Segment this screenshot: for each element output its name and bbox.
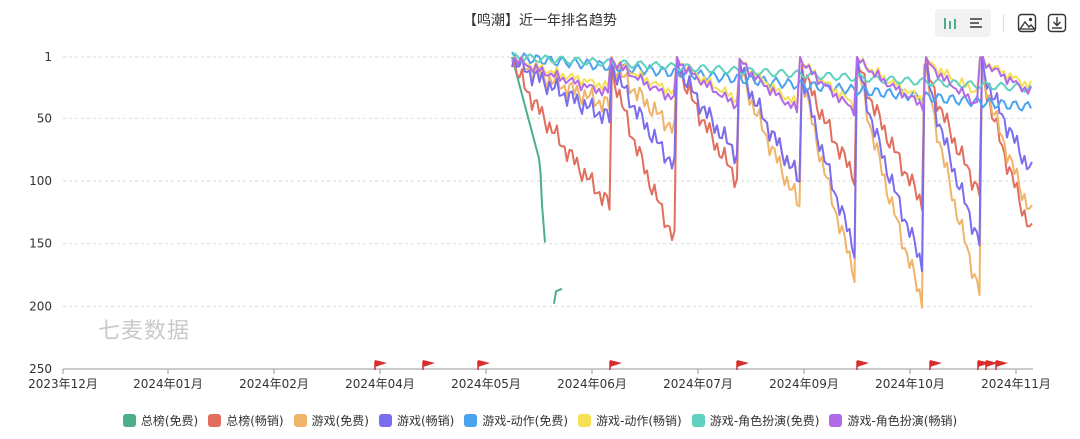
series-lines	[511, 51, 1033, 309]
watermark: 七麦数据	[98, 319, 191, 344]
y-tick-label: 150	[29, 237, 52, 251]
legend-item[interactable]: 游戏-角色扮演(免费)	[691, 412, 820, 429]
download-icon[interactable]	[1046, 12, 1068, 34]
grid-lines	[63, 56, 1033, 307]
legend-item[interactable]: 游戏-动作(免费)	[464, 412, 568, 429]
y-tick-label: 1	[44, 50, 52, 64]
event-markers	[374, 360, 1008, 370]
y-tick-label: 250	[29, 362, 52, 376]
event-flag-icon[interactable]	[477, 360, 490, 370]
legend-item[interactable]: 总榜(免费)	[122, 412, 199, 429]
x-tick-label: 2024年11月	[981, 377, 1051, 391]
series-line	[511, 56, 1033, 309]
x-tick-label: 2024年04月	[345, 377, 415, 391]
series-line	[511, 56, 1033, 273]
x-tick-label: 2024年09月	[769, 377, 839, 391]
legend-label: 游戏-动作(免费)	[482, 414, 569, 428]
legend-swatch	[578, 414, 592, 427]
chart-toolbar	[935, 9, 1068, 37]
x-tick-label: 2024年01月	[133, 377, 203, 391]
y-tick-label: 50	[37, 111, 52, 125]
event-flag-icon[interactable]	[977, 360, 990, 370]
legend-swatch	[464, 414, 478, 427]
event-flag-icon[interactable]	[609, 360, 622, 370]
event-flag-icon[interactable]	[929, 360, 942, 370]
event-flag-icon[interactable]	[985, 360, 998, 370]
x-tick-label: 2024年06月	[557, 377, 627, 391]
event-flag-icon[interactable]	[856, 360, 869, 370]
legend-item[interactable]: 总榜(畅销)	[208, 412, 284, 429]
event-flag-icon[interactable]	[374, 360, 387, 370]
bar-chart-icon[interactable]	[939, 12, 961, 34]
x-tick-label: 2024年02月	[239, 377, 309, 391]
series-line	[511, 51, 1032, 112]
legend-item[interactable]: 游戏(畅销)	[378, 412, 455, 429]
x-tick-label: 2023年12月	[28, 377, 98, 391]
legend-label: 游戏-动作(畅销)	[596, 414, 682, 428]
legend-label: 游戏-角色扮演(畅销)	[847, 414, 958, 428]
series-line	[511, 56, 563, 304]
chart-title: 【鸣潮】近一年排名趋势	[463, 13, 617, 29]
event-flag-icon[interactable]	[995, 360, 1008, 370]
legend-item[interactable]: 游戏(免费)	[293, 412, 369, 429]
x-axis: 2023年12月 2024年01月 2024年02月 2024年04月 2024年05月…	[28, 368, 1051, 391]
series-line	[511, 56, 1032, 117]
legend-item[interactable]: 游戏-角色扮演(畅销)	[829, 412, 957, 429]
legend-swatch	[691, 414, 705, 427]
x-tick-label: 2024年07月	[663, 377, 733, 391]
chart-legend: 总榜(免费) 总榜(畅销) 游戏(免费) 游戏(畅销) 游戏-动作(免费) 游戏-动作(畅…	[0, 412, 1080, 429]
legend-label: 总榜(畅销)	[226, 414, 284, 428]
legend-swatch	[293, 414, 307, 427]
legend-label: 总榜(免费)	[140, 414, 199, 428]
y-tick-label: 100	[29, 174, 52, 188]
legend-label: 游戏(畅销)	[396, 414, 455, 428]
x-tick-label: 2024年10月	[875, 377, 945, 391]
series-line	[511, 56, 1032, 111]
legend-swatch	[208, 414, 222, 427]
toolbar-divider	[1003, 14, 1004, 32]
legend-item[interactable]: 游戏-动作(畅销)	[578, 412, 682, 429]
x-tick-label: 2024年05月	[451, 377, 521, 391]
legend-swatch	[829, 414, 843, 427]
legend-swatch	[122, 414, 136, 427]
image-icon[interactable]	[1016, 12, 1038, 34]
series-line	[511, 52, 1032, 93]
event-flag-icon[interactable]	[422, 360, 435, 370]
list-icon[interactable]	[965, 12, 987, 34]
legend-label: 游戏(免费)	[311, 414, 369, 428]
y-tick-label: 200	[29, 299, 52, 313]
legend-swatch	[378, 414, 392, 427]
event-flag-icon[interactable]	[736, 360, 749, 370]
legend-label: 游戏-角色扮演(免费)	[709, 414, 820, 428]
view-toggle	[935, 9, 991, 37]
